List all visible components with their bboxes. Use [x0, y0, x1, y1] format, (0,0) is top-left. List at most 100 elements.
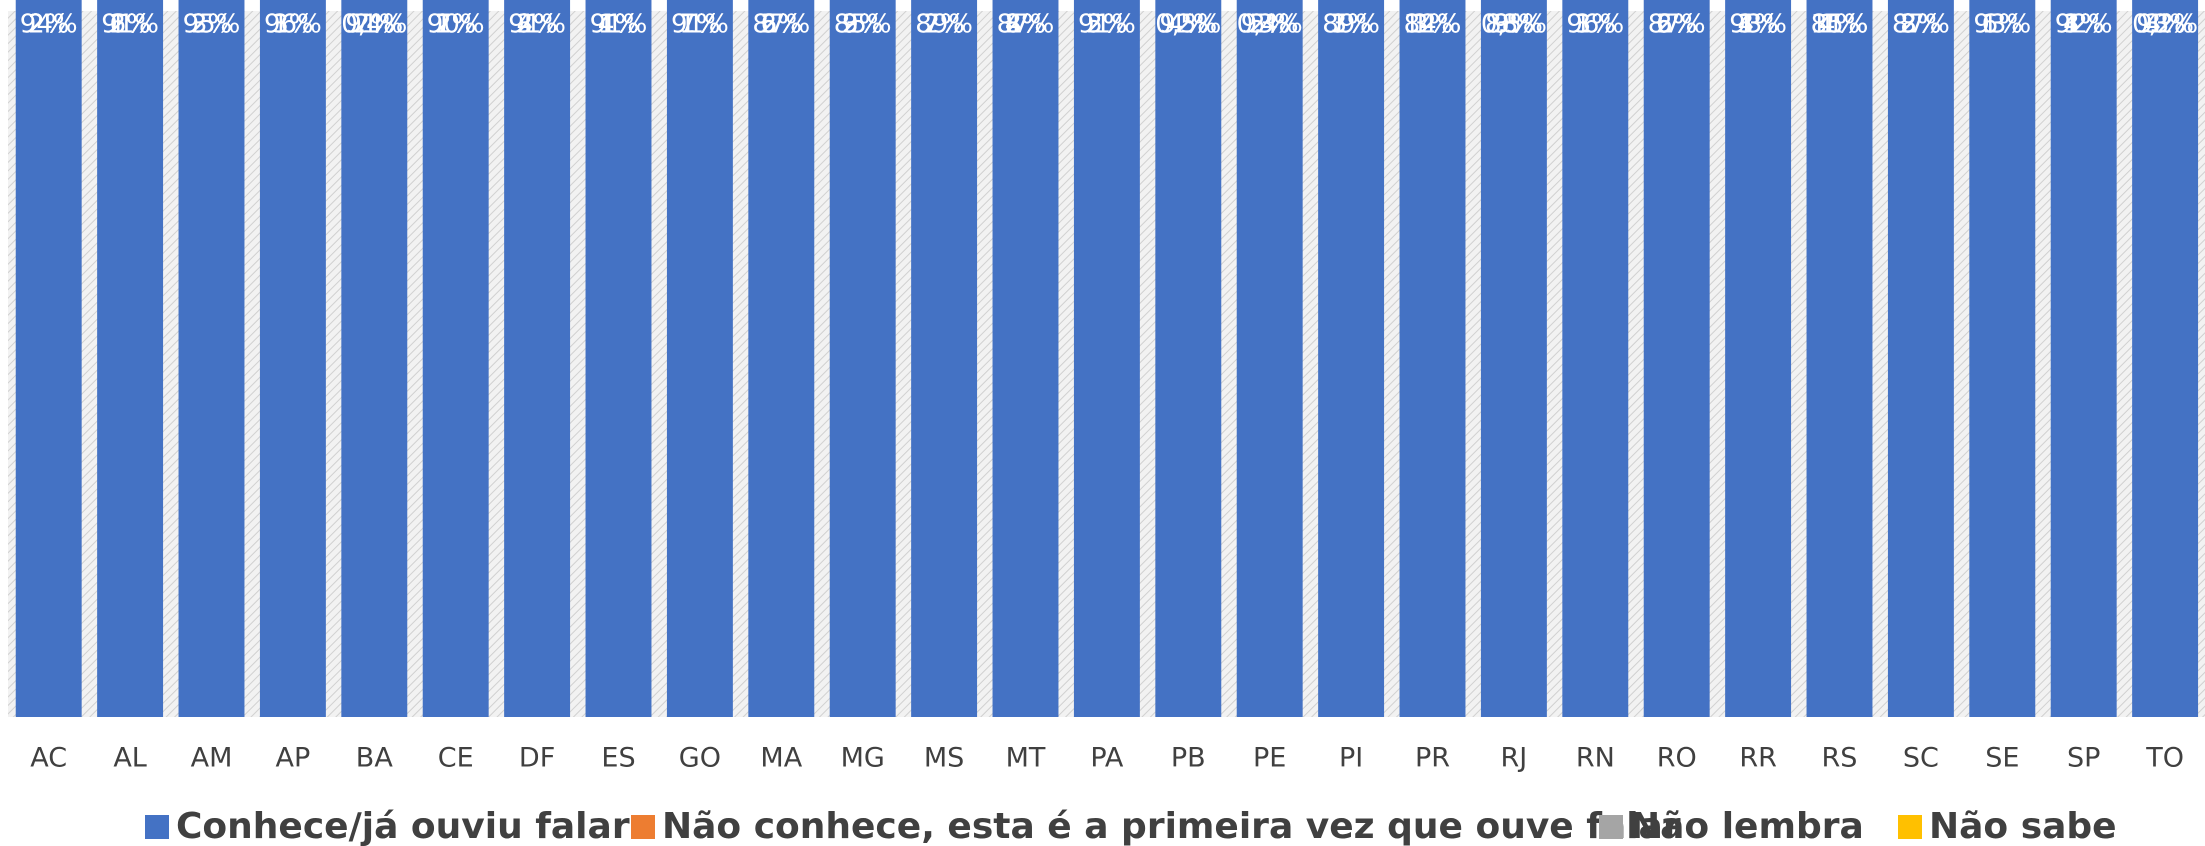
value-label: 2% [109, 10, 150, 40]
bar-segment [1399, 0, 1466, 717]
value-label: 2% [1086, 10, 1127, 40]
value-label: 87% [1892, 10, 1950, 40]
value-label: 3% [2063, 10, 2104, 40]
legend-swatch [1898, 815, 1922, 839]
x-tick-label: TO [2145, 743, 2184, 774]
bar-segment [748, 0, 815, 717]
x-tick-label: RS [1822, 743, 1858, 774]
value-label: 0,5% [1481, 10, 1547, 40]
value-label: 4% [1168, 10, 1209, 40]
value-label: 5% [1249, 10, 1290, 40]
value-label: 7% [354, 10, 395, 40]
x-tick-label: PI [1339, 743, 1363, 774]
x-tick-label: BA [356, 743, 394, 774]
value-label: 87% [997, 10, 1055, 40]
value-label: 4% [1005, 10, 1046, 40]
x-tick-label: AC [30, 743, 67, 774]
value-label: 92% [1159, 10, 1217, 40]
value-label: 5% [1656, 10, 1697, 40]
bar-segment [1236, 0, 1303, 718]
x-tick-label: GO [679, 743, 721, 774]
value-label: 2% [842, 10, 883, 40]
bar-segment [178, 0, 245, 717]
bar-segment [1318, 0, 1385, 718]
bar-segment [585, 0, 652, 718]
x-tick-label: RO [1657, 743, 1697, 774]
value-label: 2% [923, 10, 964, 40]
value-label: 96% [264, 10, 322, 40]
value-label: 2% [923, 10, 964, 40]
value-label: 3% [1493, 10, 1534, 40]
value-label: 87% [1648, 10, 1706, 40]
legend-label: Conhece/já ouviu falar [176, 806, 630, 846]
x-tick-label: SC [1903, 743, 1939, 774]
bar-segment [1073, 0, 1140, 718]
value-label: 1% [1575, 10, 1616, 40]
value-label: 11% [1811, 10, 1869, 40]
x-tick-label: RJ [1501, 743, 1528, 774]
x-tick-label: MS [924, 743, 964, 774]
value-label: 3% [1330, 10, 1371, 40]
value-label: 3% [272, 10, 313, 40]
value-label: 4% [516, 10, 557, 40]
value-label: 1% [679, 10, 720, 40]
value-label: 9% [1493, 10, 1534, 40]
value-label: 3% [1737, 10, 1778, 40]
legend-swatch [1599, 815, 1623, 839]
value-label: 93% [2136, 10, 2194, 40]
value-label: 2% [1086, 10, 1127, 40]
value-label: 3% [191, 10, 232, 40]
x-tick-label: PB [1171, 743, 1206, 774]
value-label: 4% [1819, 10, 1860, 40]
bar-segment [1806, 0, 1873, 717]
bar-segment [259, 0, 326, 717]
bar-segment [422, 0, 489, 718]
value-label: 9% [842, 10, 883, 40]
value-label: 2% [435, 10, 476, 40]
value-label: 7% [1330, 10, 1371, 40]
value-label: 93% [1973, 10, 2031, 40]
value-label: 2% [1656, 10, 1697, 40]
x-tick-label: SP [2067, 743, 2100, 774]
value-label: 6% [1656, 10, 1697, 40]
value-label: 7% [435, 10, 476, 40]
bar-segment [97, 0, 164, 718]
value-label: 91% [101, 10, 159, 40]
value-label: 91% [671, 10, 729, 40]
value-label: 93% [1729, 10, 1787, 40]
value-label: 1% [1737, 10, 1778, 40]
value-label: 84% [1404, 10, 1462, 40]
bar-segment [2050, 0, 2117, 718]
value-label: 7% [923, 10, 964, 40]
value-label: 5% [1086, 10, 1127, 40]
value-label: 7% [679, 10, 720, 40]
value-label: 85% [1811, 10, 1869, 40]
value-label: 5% [761, 10, 802, 40]
value-label: 6% [1982, 10, 2023, 40]
value-label: 4% [1168, 10, 1209, 40]
value-label: 0,4% [341, 10, 407, 40]
bar-segment [829, 0, 896, 717]
value-label: 2% [354, 10, 395, 40]
value-label: 1% [272, 10, 313, 40]
value-label: 91% [1078, 10, 1136, 40]
value-label: 88% [1485, 10, 1543, 40]
value-label: 1% [1330, 10, 1371, 40]
legend-swatch [631, 815, 655, 839]
x-tick-label: RR [1739, 743, 1777, 774]
legend-label: Não conhece, esta é a primeira vez que o… [662, 806, 1681, 846]
value-label: 2% [1005, 10, 1046, 40]
legend-swatch [145, 815, 169, 839]
value-label: 4% [2144, 10, 2185, 40]
value-label: 2% [516, 10, 557, 40]
value-label: 1% [435, 10, 476, 40]
value-label: 1% [109, 10, 150, 40]
value-label: 91% [508, 10, 566, 40]
value-label: 0,4% [1237, 10, 1303, 40]
value-label: 4% [598, 10, 639, 40]
value-label: 3% [2144, 10, 2185, 40]
value-label: 1% [1412, 10, 1453, 40]
x-tick-label: ES [601, 743, 635, 774]
x-tick-label: MG [841, 743, 885, 774]
